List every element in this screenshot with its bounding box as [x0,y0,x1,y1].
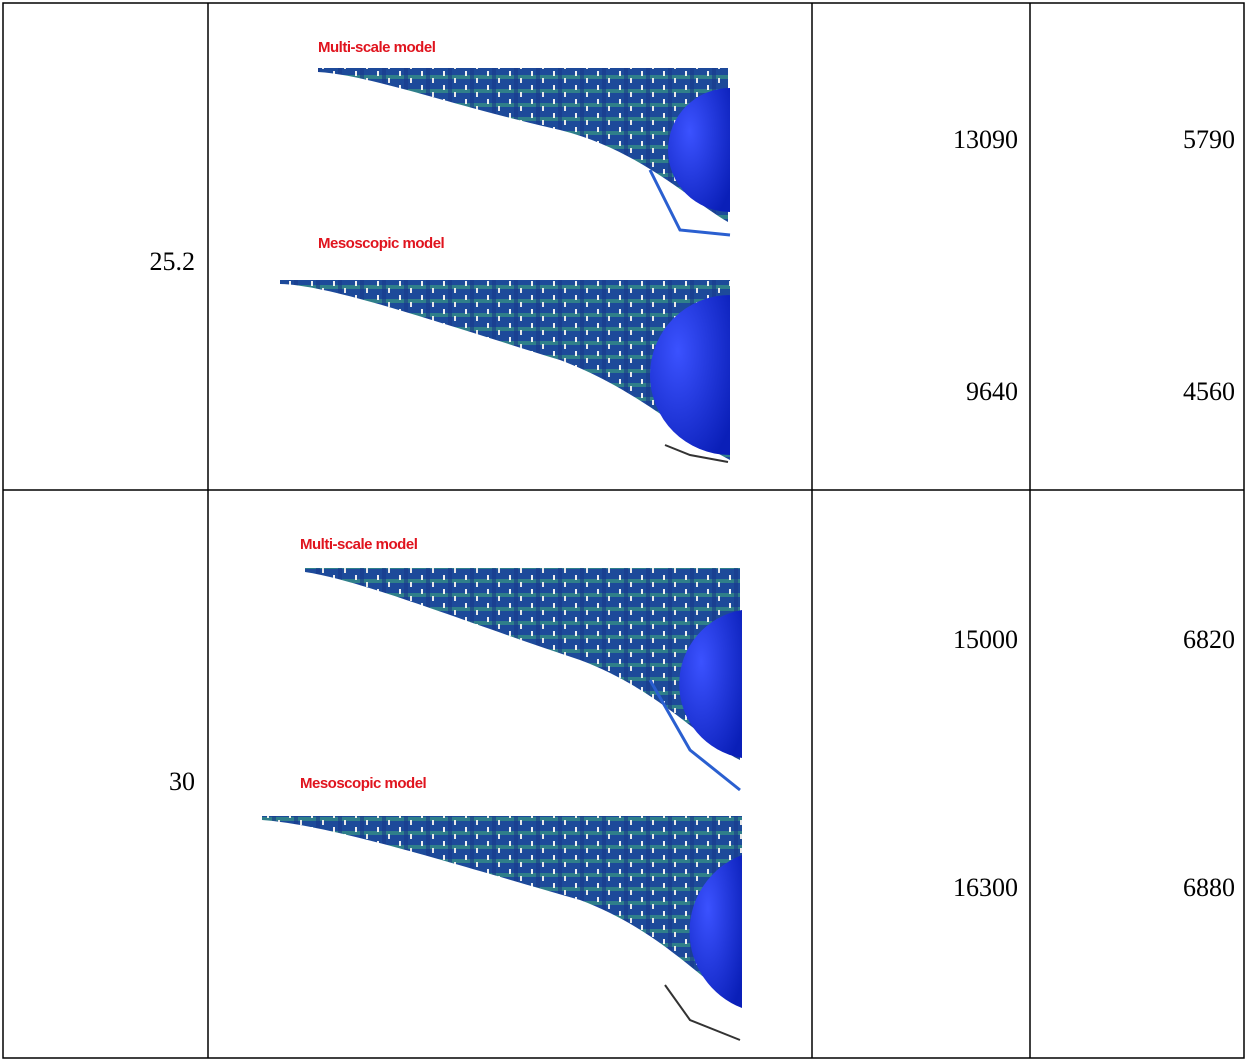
table-value: 4560 [1183,377,1235,406]
figure-caption: Mesoscopic model [300,775,427,792]
table-value: 15000 [953,625,1018,654]
table-value: 16300 [953,873,1018,902]
table-value: 13090 [953,125,1018,154]
figure-caption: Multi-scale model [318,39,436,56]
table-value: 6880 [1183,873,1235,902]
table-value: 9640 [966,377,1018,406]
impact-velocity: 25.2 [149,247,196,276]
table-value: 6820 [1183,625,1235,654]
figure-caption: Multi-scale model [300,536,418,553]
figure-caption: Mesoscopic model [318,235,445,252]
impact-velocity: 30 [169,767,195,796]
table-value: 5790 [1183,125,1235,154]
simulation-images [262,68,742,1041]
